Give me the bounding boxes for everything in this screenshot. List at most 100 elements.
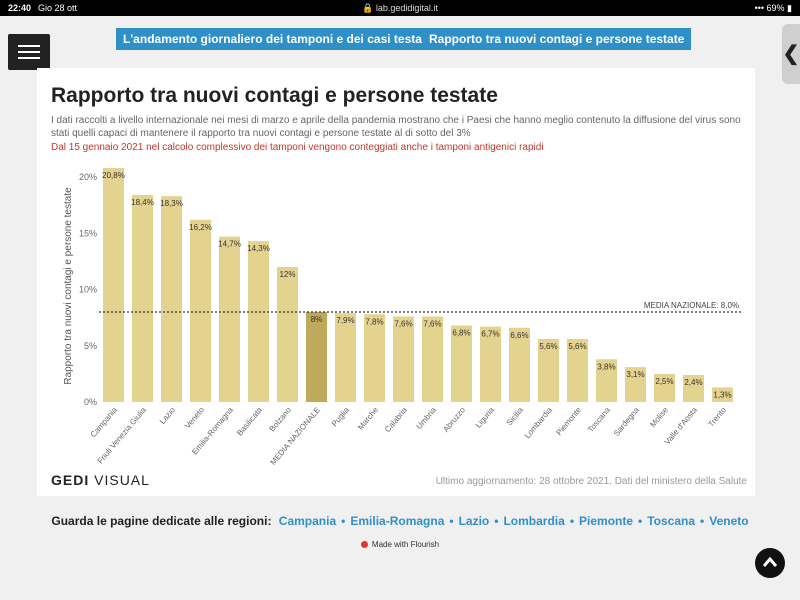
region-separator: •: [341, 514, 346, 528]
region-link-campania[interactable]: Campania: [278, 514, 337, 528]
x-tick-label: Liguria: [474, 405, 497, 430]
chart-description: I dati raccolti a livello internazionale…: [51, 115, 741, 139]
flourish-text[interactable]: Made with Flourish: [371, 540, 440, 549]
y-tick-label: 20%: [79, 172, 97, 182]
region-separator: •: [449, 514, 454, 528]
x-tick-label: MEDIA NAZIONALE: [269, 406, 322, 466]
battery-level: 69%: [766, 3, 785, 13]
x-tick-label: Toscana: [586, 405, 612, 434]
x-tick-label: Lombardia: [523, 405, 555, 440]
flourish-icon: [360, 541, 368, 549]
bar-value-label: 12%: [279, 270, 295, 279]
bar-value-label: 18,4%: [131, 198, 154, 207]
logo-bold: GEDI: [51, 472, 90, 488]
region-link-emilia-romagna[interactable]: Emilia-Romagna: [350, 514, 445, 528]
bar-basilicata: [248, 241, 269, 402]
logo-light: VISUAL: [89, 472, 150, 488]
chevron-up-icon: [762, 556, 778, 567]
back-tab[interactable]: ❮: [782, 24, 800, 84]
bar-chart: Rapporto tra nuovi contagi e persone tes…: [63, 168, 743, 466]
bar-lazio: [161, 196, 182, 402]
status-date: Gio 28 ott: [38, 3, 78, 13]
bar-puglia: [335, 313, 356, 402]
bar-sardegna: [625, 367, 646, 402]
bar-value-label: 6,7%: [481, 330, 499, 339]
x-tick-label: Piemonte: [554, 405, 583, 437]
bar-value-label: 7,9%: [336, 316, 354, 325]
region-separator: •: [638, 514, 643, 528]
y-tick-label: 5%: [84, 341, 97, 351]
region-link-lazio[interactable]: Lazio: [458, 514, 490, 528]
bar-bolzano: [277, 267, 298, 402]
region-link-piemonte[interactable]: Piemonte: [579, 514, 634, 528]
gedi-visual-logo: GEDI VISUAL: [51, 472, 150, 488]
bar-value-label: 18,3%: [160, 199, 183, 208]
region-links: Guarda le pagine dedicate alle regioni: …: [0, 514, 800, 528]
bar-umbria: [422, 316, 443, 402]
bar-value-label: 3,1%: [626, 370, 644, 379]
region-separator: •: [494, 514, 499, 528]
bar-abruzzo: [451, 325, 472, 402]
bar-valle-d-aosta: [683, 375, 704, 402]
x-tick-label: Veneto: [183, 405, 206, 430]
y-tick-label: 10%: [79, 285, 97, 295]
bar-value-label: 8%: [311, 315, 323, 324]
chart-title: Rapporto tra nuovi contagi e persone tes…: [51, 84, 498, 107]
status-bar: 22:40 Gio 28 ott 🔒 lab.gedidigital.it ••…: [0, 0, 800, 16]
hamburger-icon: [18, 45, 40, 47]
bar-veneto: [190, 219, 211, 402]
bar-value-label: 16,2%: [189, 223, 212, 232]
bar-value-label: 2,4%: [684, 378, 702, 387]
address-url[interactable]: 🔒 lab.gedidigital.it: [362, 3, 438, 13]
bar-value-label: 14,3%: [247, 244, 270, 253]
bar-value-label: 14,7%: [218, 240, 241, 249]
hamburger-icon: [18, 51, 40, 53]
status-icons: ••• 69% ▮: [754, 3, 792, 13]
bar-emilia-romagna: [219, 236, 240, 402]
bar-value-label: 2,5%: [655, 377, 673, 386]
bar-media-nazionale: [306, 312, 327, 402]
chevron-left-icon: ❮: [782, 43, 800, 65]
x-tick-label: Trento: [706, 405, 728, 429]
bar-value-label: 7,6%: [394, 320, 412, 329]
x-tick-label: Puglia: [330, 405, 352, 428]
bar-value-label: 6,6%: [510, 331, 528, 340]
bar-value-label: 20,8%: [102, 171, 125, 180]
bar-sicilia: [509, 327, 530, 402]
region-link-toscana[interactable]: Toscana: [647, 514, 696, 528]
bar-toscana: [596, 359, 617, 402]
region-separator: •: [700, 514, 705, 528]
bar-liguria: [480, 326, 501, 402]
nav-link-andamento[interactable]: L'andamento giornaliero dei tamponi e de…: [116, 28, 437, 50]
y-axis-label: Rapporto tra nuovi contagi e persone tes…: [63, 187, 74, 385]
bar-value-label: 6,8%: [452, 329, 470, 338]
regions-label: Guarda le pagine dedicate alle regioni:: [51, 514, 272, 528]
y-tick-label: 15%: [79, 228, 97, 238]
chart-note: Dal 15 gennaio 2021 nel calcolo compless…: [51, 142, 544, 153]
bar-value-label: 5,6%: [568, 342, 586, 351]
scroll-top-button[interactable]: [755, 548, 785, 578]
x-tick-label: Abruzzo: [441, 405, 467, 434]
status-time: 22:40: [8, 3, 32, 13]
hamburger-icon: [18, 57, 40, 59]
region-link-lombardia[interactable]: Lombardia: [503, 514, 565, 528]
bar-piemonte: [567, 339, 588, 402]
bar-value-label: 7,8%: [365, 317, 383, 326]
menu-button[interactable]: [8, 34, 50, 70]
x-tick-label: Friuli Venezia Giulia: [96, 405, 149, 465]
region-separator: •: [569, 514, 575, 528]
bar-value-label: 7,6%: [423, 320, 441, 329]
x-tick-label: Bolzano: [268, 405, 294, 433]
reference-line-label: MEDIA NAZIONALE: 8,0%: [644, 301, 739, 310]
bar-lombardia: [538, 339, 559, 402]
bar-value-label: 1,3%: [713, 390, 731, 399]
bar-value-label: 5,6%: [539, 342, 557, 351]
bar-value-label: 3,8%: [597, 362, 615, 371]
made-with-flourish[interactable]: Made with Flourish: [0, 540, 800, 549]
x-tick-label: Calabria: [383, 405, 409, 434]
x-tick-label: Sardegna: [612, 405, 642, 438]
url-text[interactable]: lab.gedidigital.it: [375, 3, 438, 13]
region-link-veneto[interactable]: Veneto: [709, 514, 749, 528]
nav-link-rapporto[interactable]: Rapporto tra nuovi contagi e persone tes…: [422, 28, 692, 50]
bar-marche: [364, 314, 385, 402]
